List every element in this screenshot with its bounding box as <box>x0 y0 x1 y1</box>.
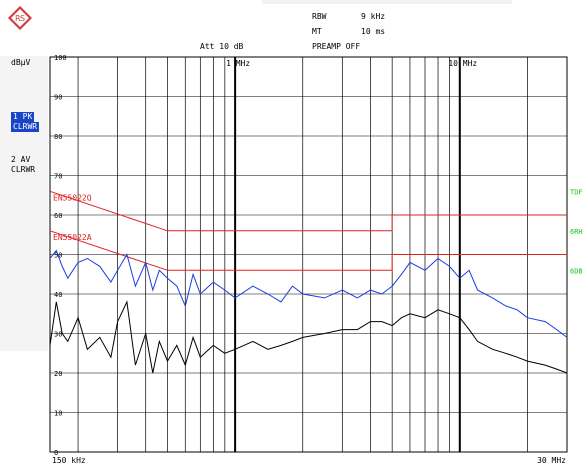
preamp-text: PREAMP OFF <box>312 42 361 51</box>
y-tick-label: 30 <box>54 331 62 339</box>
mt-label: MT <box>312 27 322 36</box>
y-unit-label: dBµV <box>11 58 31 67</box>
right-marker-label: TDF <box>570 188 583 196</box>
y-tick-label: 90 <box>54 94 62 102</box>
x-tick-label: 30 MHz <box>537 456 566 465</box>
trace2-detector-label: 2 AV <box>11 155 31 164</box>
y-tick-label: 100 <box>54 54 67 62</box>
side-panel-shade <box>0 56 48 351</box>
x-tick-label: 150 kHz <box>52 456 86 465</box>
limit-label: EN55022Q <box>53 193 92 202</box>
y-tick-label: 20 <box>54 370 62 378</box>
limit-label: EN55022A <box>53 233 92 242</box>
x-tick-label: 10 MHz <box>448 59 477 68</box>
trace1-detector-label: 1 PK <box>11 112 35 122</box>
x-tick-label: 1 MHz <box>226 59 250 68</box>
rohde-schwarz-logo-icon: R S <box>8 6 32 30</box>
y-tick-label: 50 <box>54 252 62 260</box>
rbw-value: 9 kHz <box>361 12 386 21</box>
y-tick-label: 60 <box>54 212 62 220</box>
trace2-mode-label: CLRWR <box>11 165 36 174</box>
y-tick-label: 70 <box>54 173 62 181</box>
trace-lines <box>49 249 568 374</box>
y-tick-label: 80 <box>54 133 62 141</box>
limit-lines <box>49 190 567 271</box>
trace-1 <box>49 249 568 338</box>
svg-text:R: R <box>15 14 21 23</box>
y-tick-label: 0 <box>54 449 58 457</box>
trace-2 <box>49 300 568 374</box>
right-marker-label: 6DB <box>570 267 583 275</box>
limit-line-en55022a <box>49 230 567 271</box>
mt-value: 10 ms <box>361 27 386 36</box>
limit-line-en55022q <box>49 190 567 232</box>
header-band <box>262 0 512 4</box>
right-marker-label: 6RH <box>570 228 583 236</box>
y-tick-label: 10 <box>54 410 62 418</box>
rbw-label: RBW <box>312 12 327 21</box>
trace1-mode-label: CLRWR <box>11 122 40 132</box>
y-tick-label: 40 <box>54 291 62 299</box>
attenuation-text: Att 10 dB <box>200 42 244 51</box>
svg-text:S: S <box>20 14 25 23</box>
chart-labels: 0 10 20 30 40 50 60 70 80 90 100 150 kHz 1 MHz 10 MHz… <box>52 54 583 465</box>
